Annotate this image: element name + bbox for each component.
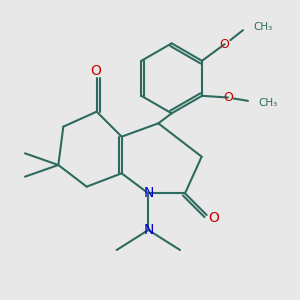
Text: CH₃: CH₃ — [258, 98, 277, 109]
Text: O: O — [220, 38, 230, 51]
Text: CH₃: CH₃ — [253, 22, 272, 32]
Text: N: N — [143, 223, 154, 237]
Text: O: O — [208, 211, 219, 225]
Text: O: O — [91, 64, 101, 78]
Text: O: O — [223, 91, 233, 104]
Text: N: N — [143, 186, 154, 200]
